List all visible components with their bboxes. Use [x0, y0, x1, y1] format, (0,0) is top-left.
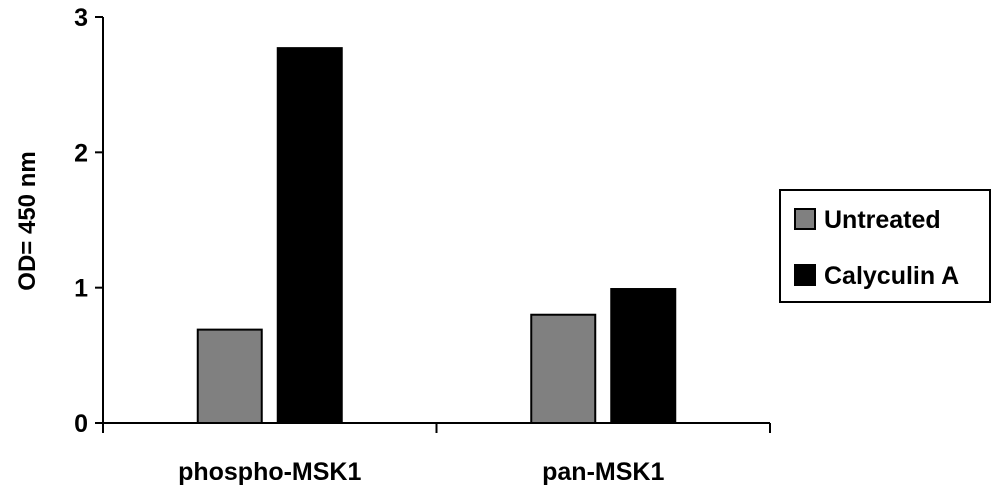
legend-swatch	[794, 208, 816, 230]
y-axis-label: OD= 450 nm	[14, 151, 41, 290]
bar-calyculin-a-1	[610, 288, 677, 424]
x-categories: phospho-MSK1 pan-MSK1	[178, 458, 664, 486]
legend-label: Untreated	[824, 206, 941, 234]
legend-swatch	[794, 264, 816, 286]
y-tick-label: 1	[74, 275, 88, 303]
y-ticks: 0 1 2 3	[74, 4, 103, 438]
y-tick-label: 0	[74, 410, 88, 438]
bar-untreated-0	[196, 328, 263, 424]
x-category-label: phospho-MSK1	[178, 458, 361, 486]
bar-untreated-1	[530, 313, 597, 425]
legend: Untreated Calyculin A	[779, 189, 991, 303]
y-tick-label: 3	[74, 4, 88, 32]
y-tick-label: 2	[74, 139, 88, 167]
bar-calyculin-a-0	[276, 47, 343, 424]
legend-label: Calyculin A	[824, 262, 959, 290]
x-category-label: pan-MSK1	[542, 458, 664, 486]
bars	[196, 47, 677, 425]
